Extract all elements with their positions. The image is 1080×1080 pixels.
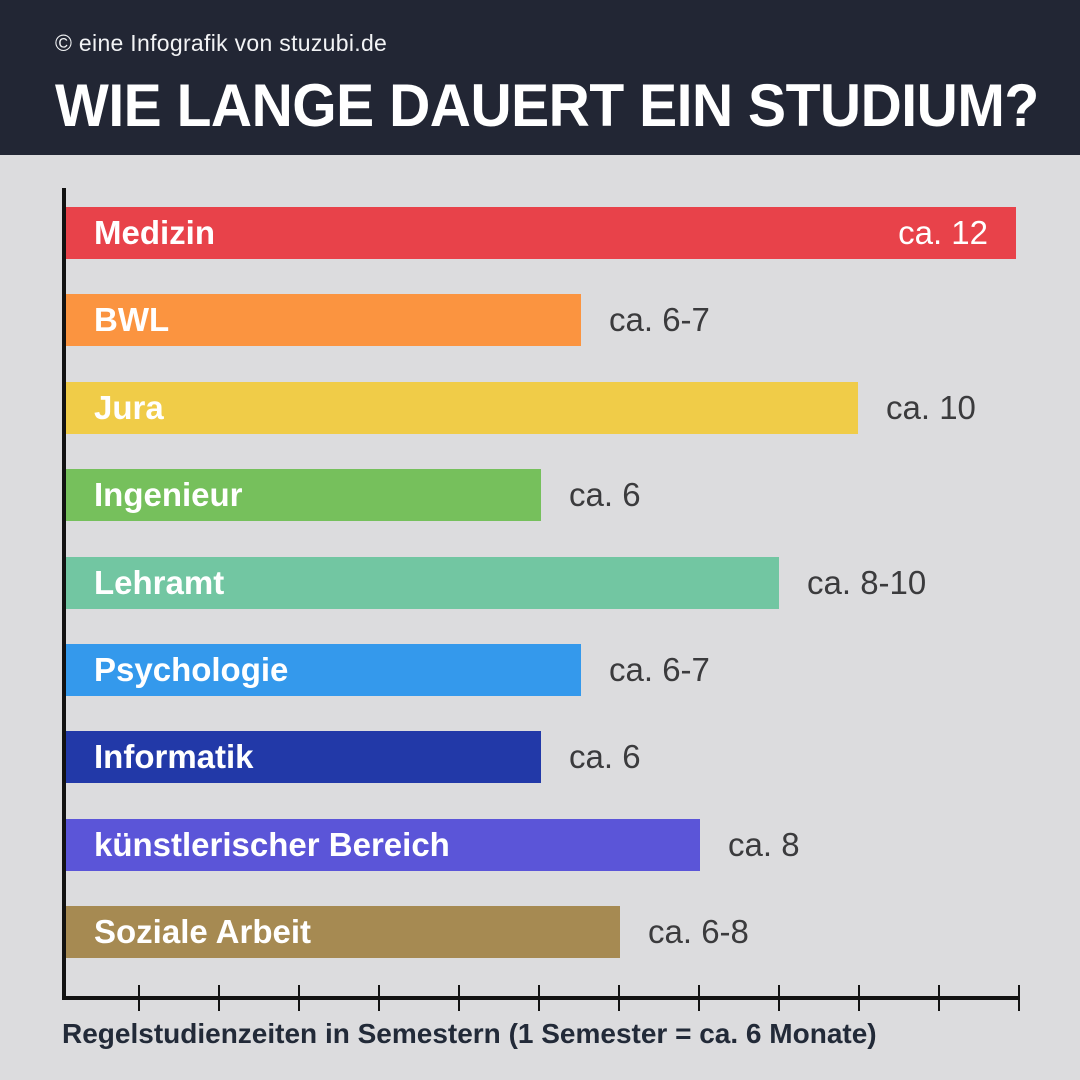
bar-label-soziale-arbeit: Soziale Arbeit <box>94 913 311 951</box>
x-axis-tick <box>698 985 700 1011</box>
chart-area: Medizin ca. 12 BWL ca. 6-7 Jura ca. 10 Ingenie… <box>0 155 1080 1080</box>
bar-k-nstlerischer-bereich: künstlerischer Bereich <box>66 818 700 871</box>
bar-label-bwl: BWL <box>94 301 170 339</box>
bar-label-informatik: Informatik <box>94 738 254 776</box>
x-axis-tick <box>458 985 460 1011</box>
bar-value-jura: ca. 10 <box>886 388 976 426</box>
bar-label-ingenieur: Ingenieur <box>94 476 243 514</box>
x-axis-tick <box>218 985 220 1011</box>
bar-psychologie: Psychologie <box>66 644 581 696</box>
x-axis-tick <box>1018 985 1020 1011</box>
x-axis-tick <box>858 985 860 1011</box>
bar-lehramt: Lehramt <box>66 556 779 609</box>
x-axis-tick <box>778 985 780 1011</box>
bar-value-bwl: ca. 6-7 <box>609 301 710 339</box>
x-axis-tick <box>378 985 380 1011</box>
x-axis-tick <box>938 985 940 1011</box>
bar-label-k-nstlerischer-bereich: künstlerischer Bereich <box>94 825 450 863</box>
page-title: WIE LANGE DAUERT EIN STUDIUM? <box>55 72 1039 139</box>
bar-label-medizin: Medizin <box>94 214 215 251</box>
bar-label-lehramt: Lehramt <box>94 563 225 601</box>
bar-ingenieur: Ingenieur <box>66 469 541 522</box>
bar-value-soziale-arbeit: ca. 6-8 <box>648 913 749 951</box>
bar-value-informatik: ca. 6 <box>569 738 641 776</box>
x-axis-tick <box>138 985 140 1011</box>
bar-medizin: Medizin ca. 12 <box>66 207 1016 259</box>
bar-label-psychologie: Psychologie <box>94 651 289 688</box>
bar-informatik: Informatik <box>66 731 541 784</box>
header: © eine Infografik von stuzubi.de WIE LAN… <box>0 0 1080 155</box>
x-axis-label: Regelstudienzeiten in Semestern (1 Semes… <box>62 1018 877 1049</box>
y-axis-line <box>62 188 66 1000</box>
bar-jura: Jura <box>66 381 858 434</box>
bar-value-psychologie: ca. 6-7 <box>609 651 710 688</box>
x-axis-line <box>62 996 1020 1000</box>
x-axis-tick <box>538 985 540 1011</box>
copyright-line: © eine Infografik von stuzubi.de <box>55 30 388 56</box>
bar-soziale-arbeit: Soziale Arbeit <box>66 906 620 959</box>
bar-bwl: BWL <box>66 294 581 347</box>
bar-value-lehramt: ca. 8-10 <box>807 563 927 601</box>
bar-label-jura: Jura <box>94 388 164 426</box>
x-axis-tick <box>298 985 300 1011</box>
x-axis-tick <box>618 985 620 1011</box>
bar-value-k-nstlerischer-bereich: ca. 8 <box>728 825 800 863</box>
bar-value-ingenieur: ca. 6 <box>569 476 641 514</box>
bar-value-medizin: ca. 12 <box>898 214 988 251</box>
